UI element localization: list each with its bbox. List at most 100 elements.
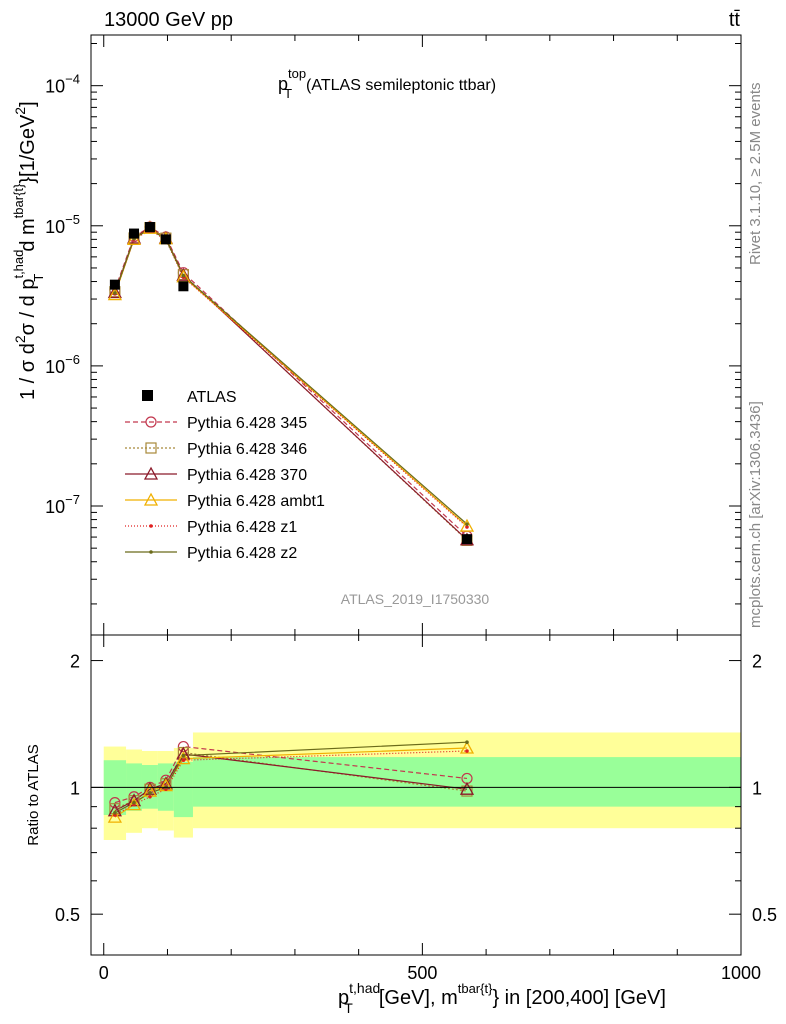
ylabel-end: ] bbox=[17, 101, 39, 107]
data-point bbox=[109, 279, 120, 290]
ylabel-rest: }[1/GeV bbox=[17, 114, 39, 184]
ratio-marker-5 bbox=[465, 740, 469, 745]
ratio-line-4 bbox=[114, 750, 467, 816]
uncertainty-bands bbox=[103, 732, 741, 841]
xlabel-rest: } in [200,400] [GeV] bbox=[492, 987, 665, 1009]
tick-base: 10 bbox=[45, 217, 65, 237]
xlabel-mid: [GeV], m bbox=[379, 987, 458, 1009]
y-ratio-tick-label-right: 2 bbox=[752, 652, 762, 672]
data-point bbox=[144, 222, 155, 233]
ylabel-mid2: d m bbox=[17, 218, 39, 251]
xlabel-sub: T bbox=[344, 1000, 353, 1016]
y-main-tick-label: 10−4 bbox=[45, 72, 80, 97]
legend-marker-4 bbox=[149, 524, 153, 528]
x-tick-label: 0 bbox=[99, 963, 109, 983]
tick-base: 10 bbox=[45, 77, 65, 97]
ylabel-sup4: 2 bbox=[12, 107, 28, 115]
band-inner-2 bbox=[141, 765, 158, 809]
ratio-y-axis-label: Ratio to ATLAS bbox=[25, 744, 42, 845]
ratio-marker-5 bbox=[181, 753, 186, 758]
band-inner-4 bbox=[173, 761, 193, 818]
y-ratio-tick-label-left: 0.5 bbox=[55, 905, 80, 925]
legend-marker-1 bbox=[145, 442, 157, 454]
ratio-marker-5 bbox=[113, 811, 117, 815]
y-ratio-tick-label-left: 1 bbox=[70, 778, 80, 798]
ylabel-sub2: T bbox=[31, 274, 46, 282]
main-line-5 bbox=[114, 228, 468, 525]
main-y-axis-label: 1 / σ d2σ / d pt,had Td mtbar{t}}[1/GeV2] bbox=[11, 101, 46, 400]
main-marker-3 bbox=[126, 231, 142, 245]
tick-exponent: −4 bbox=[65, 72, 80, 87]
ratio-marker-3 bbox=[107, 809, 122, 823]
legend-marker-3 bbox=[143, 492, 159, 506]
main-marker-4 bbox=[465, 525, 469, 529]
legend-marker-2 bbox=[143, 466, 159, 480]
ratio-marker-3 bbox=[126, 797, 142, 811]
ylabel-sup2: t,had bbox=[11, 250, 26, 279]
mcplots-label: mcplots.cern.ch [arXiv:1306.3436] bbox=[747, 401, 764, 628]
y-main-tick-label: 10−6 bbox=[45, 352, 80, 377]
ratio-marker-5 bbox=[132, 800, 136, 805]
title-p: p bbox=[278, 74, 288, 94]
xlabel-p: p bbox=[338, 987, 349, 1009]
ratio-marker-2 bbox=[459, 781, 475, 795]
ratio-marker-4 bbox=[148, 794, 152, 799]
legend-label-data: ATLAS bbox=[187, 389, 237, 406]
main-marker-2 bbox=[176, 267, 191, 281]
legend-label-2: Pythia 6.428 370 bbox=[187, 467, 307, 484]
tick-exponent: −5 bbox=[65, 212, 80, 227]
y-main-tick-label: 10−7 bbox=[45, 492, 80, 517]
y-ratio-tick-label-left: 2 bbox=[70, 652, 80, 672]
title-sub: T bbox=[284, 86, 292, 101]
ratio-line-2 bbox=[114, 753, 468, 812]
main-marker-5 bbox=[465, 522, 469, 526]
x-axis-label: pt,had T [GeV], mtbar{t}} in [200,400] [Ge… bbox=[338, 980, 666, 1016]
main-marker-5 bbox=[113, 291, 117, 295]
title-rest: (ATLAS semileptonic ttbar) bbox=[306, 77, 496, 94]
tick-exponent: −7 bbox=[65, 492, 80, 507]
tick-exponent: −6 bbox=[65, 352, 80, 367]
ratio-line-0 bbox=[114, 745, 468, 804]
ratio-line-3 bbox=[114, 747, 468, 818]
ratio-plot-frame bbox=[90, 634, 742, 956]
legend-label-5: Pythia 6.428 z2 bbox=[187, 545, 297, 562]
ylabel-mid: σ / d p bbox=[17, 279, 39, 336]
xlabel-sup: t,had bbox=[349, 980, 380, 996]
data-point bbox=[178, 281, 189, 292]
main-marker-3 bbox=[459, 518, 475, 532]
ratio-marker-3 bbox=[176, 751, 191, 765]
legend-label-4: Pythia 6.428 z1 bbox=[187, 519, 297, 536]
data-point bbox=[160, 234, 171, 245]
legend-marker-0 bbox=[145, 416, 157, 428]
legend-label-0: Pythia 6.428 345 bbox=[187, 415, 307, 432]
data-point bbox=[129, 228, 140, 239]
legend-label-1: Pythia 6.428 346 bbox=[187, 441, 307, 458]
ratio-marker-0 bbox=[109, 797, 121, 809]
ratio-marker-3 bbox=[459, 740, 475, 754]
xlabel-sup2: tbar{t} bbox=[458, 981, 493, 996]
rivet-version-label: Rivet 3.1.10, ≥ 2.5M events bbox=[747, 83, 764, 266]
ratio-marker-5 bbox=[148, 791, 152, 795]
x-tick-label: 500 bbox=[407, 963, 437, 983]
analysis-label: ATLAS_2019_I1750330 bbox=[341, 591, 490, 607]
ratio-marker-4 bbox=[465, 749, 469, 753]
title-sup: top bbox=[288, 66, 306, 81]
ratio-marker-4 bbox=[181, 758, 186, 763]
tick-base: 10 bbox=[45, 497, 65, 517]
ylabel-sup1: 2 bbox=[12, 335, 28, 343]
y-ratio-tick-label-right: 1 bbox=[752, 778, 762, 798]
y-ratio-tick-label-right: 0.5 bbox=[752, 905, 777, 925]
legend: ATLAS Pythia 6.428 345 Pythia 6.428 346 Pyt… bbox=[125, 389, 325, 562]
y-main-tick-label: 10−5 bbox=[45, 212, 80, 237]
plot-title: ptop T (ATLAS semileptonic ttbar) bbox=[278, 66, 496, 101]
main-marker-2 bbox=[107, 285, 122, 299]
data-point bbox=[461, 534, 472, 545]
legend-label-3: Pythia 6.428 ambt1 bbox=[187, 493, 325, 510]
header-energy-label: 13000 GeV pp bbox=[104, 9, 233, 31]
legend-marker-data bbox=[142, 390, 153, 401]
main-marker-3 bbox=[107, 287, 122, 301]
x-tick-label: 1000 bbox=[721, 963, 761, 983]
main-marker-5 bbox=[181, 273, 186, 278]
